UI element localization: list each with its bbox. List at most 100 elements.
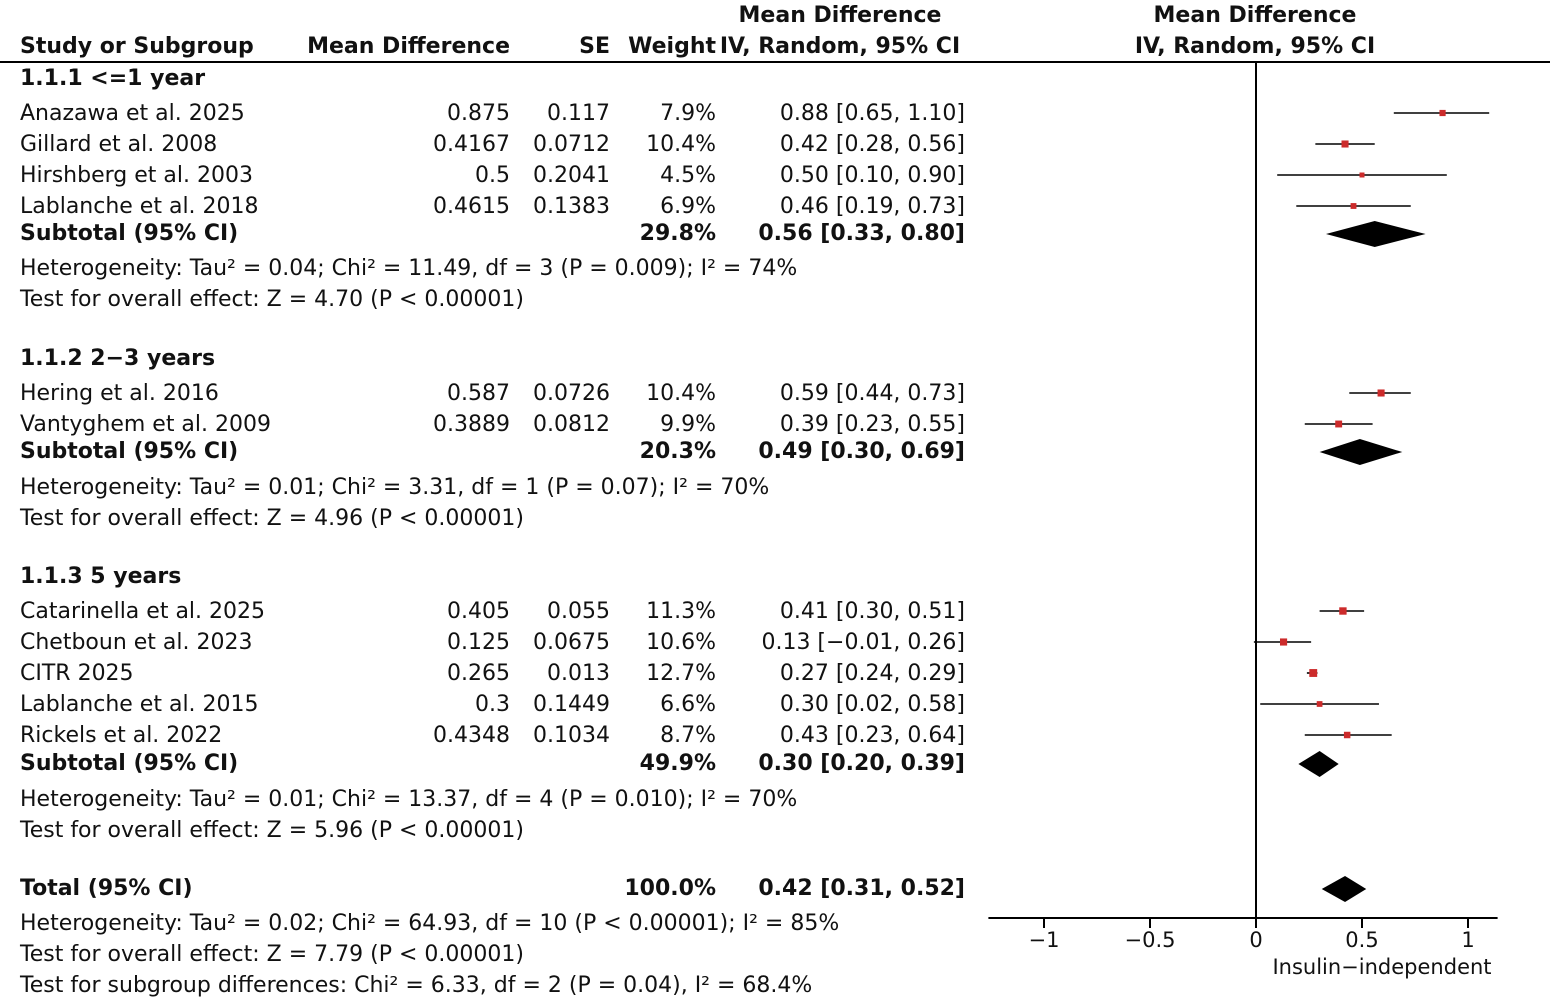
subtotal-ci: 0.30 [0.20, 0.39] [758, 751, 965, 776]
study-md: 0.875 [447, 101, 510, 126]
subtotal-diamond [1298, 751, 1339, 777]
x-axis-label: Insulin−independent [1272, 955, 1491, 979]
total-ci: 0.42 [0.31, 0.52] [758, 876, 965, 901]
header-weight: Weight [628, 34, 716, 59]
study-md: 0.3889 [433, 412, 510, 437]
study-ci: 0.39 [0.23, 0.55] [779, 412, 965, 437]
effect-marker [1343, 731, 1351, 739]
effect-marker [1309, 669, 1318, 677]
heterogeneity-text: Heterogeneity: Tau² = 0.01; Chi² = 3.31,… [20, 475, 770, 500]
study-ci: 0.41 [0.30, 0.51] [779, 599, 965, 624]
subtotal-ci: 0.56 [0.33, 0.80] [758, 221, 965, 246]
subgroup-differences-text: Test for subgroup differences: Chi² = 6.… [20, 973, 813, 998]
study-weight: 7.9% [660, 101, 716, 126]
effect-marker [1359, 172, 1365, 178]
study-md: 0.4615 [433, 194, 510, 219]
study-weight: 10.4% [646, 381, 716, 406]
study-se: 0.0812 [533, 412, 610, 437]
study-md: 0.587 [447, 381, 510, 406]
effect-marker [1279, 638, 1288, 646]
study-ci: 0.30 [0.02, 0.58] [779, 692, 965, 717]
study-weight: 6.9% [660, 194, 716, 219]
study-name: Lablanche et al. 2018 [20, 194, 259, 219]
study-se: 0.117 [547, 101, 610, 126]
study-name: Gillard et al. 2008 [20, 132, 218, 157]
effect-marker [1316, 701, 1323, 707]
study-name: Anazawa et al. 2025 [20, 101, 245, 126]
x-tick-label: 1 [1461, 928, 1474, 952]
heterogeneity-text: Heterogeneity: Tau² = 0.01; Chi² = 13.37… [20, 787, 798, 812]
study-md: 0.265 [447, 661, 510, 686]
header-study: Study or Subgroup [20, 34, 254, 59]
effect-marker [1377, 389, 1385, 397]
study-ci: 0.59 [0.44, 0.73] [779, 381, 965, 406]
study-name: Lablanche et al. 2015 [20, 692, 259, 717]
study-ci: 0.27 [0.24, 0.29] [779, 661, 965, 686]
total-diamond [1321, 876, 1367, 902]
effect-marker [1341, 140, 1349, 148]
effect-marker [1335, 420, 1343, 428]
subtotal-ci: 0.49 [0.30, 0.69] [758, 439, 965, 464]
subtotal-label: Subtotal (95% CI) [20, 751, 239, 776]
study-se: 0.055 [547, 599, 610, 624]
effect-marker [1439, 109, 1446, 117]
effect-marker [1350, 203, 1357, 209]
study-weight: 11.3% [646, 599, 716, 624]
x-tick-label: −1 [1029, 928, 1060, 952]
plot-header-subtitle: IV, Random, 95% CI [1134, 34, 1376, 59]
total-label: Total (95% CI) [20, 876, 193, 901]
study-name: Chetboun et al. 2023 [20, 630, 253, 655]
study-ci: 0.46 [0.19, 0.73] [779, 194, 965, 219]
study-name: Hirshberg et al. 2003 [20, 163, 253, 188]
study-weight: 10.4% [646, 132, 716, 157]
header-se: SE [579, 34, 610, 59]
subtotal-weight: 29.8% [639, 221, 716, 246]
study-weight: 8.7% [660, 723, 716, 748]
overall-effect-text: Test for overall effect: Z = 4.96 (P < 0… [20, 506, 524, 531]
study-name: Hering et al. 2016 [20, 381, 219, 406]
header-ci-subtitle: IV, Random, 95% CI [719, 34, 961, 59]
study-se: 0.0726 [533, 381, 610, 406]
header-mean-difference: Mean Difference [307, 34, 510, 59]
study-name: Rickels et al. 2022 [20, 723, 223, 748]
study-ci: 0.50 [0.10, 0.90] [779, 163, 965, 188]
x-tick-label: −0.5 [1125, 928, 1176, 952]
group-title: 1.1.2 2−3 years [20, 346, 216, 371]
header-ci-title: Mean Difference [738, 3, 942, 28]
x-tick-label: 0.5 [1345, 928, 1378, 952]
study-md: 0.3 [475, 692, 510, 717]
subtotal-label: Subtotal (95% CI) [20, 439, 239, 464]
heterogeneity-text: Heterogeneity: Tau² = 0.04; Chi² = 11.49… [20, 256, 798, 281]
overall-effect-text: Test for overall effect: Z = 4.70 (P < 0… [20, 287, 524, 312]
total-heterogeneity-text: Heterogeneity: Tau² = 0.02; Chi² = 64.93… [20, 911, 840, 936]
study-se: 0.1383 [533, 194, 610, 219]
study-se: 0.1449 [533, 692, 610, 717]
study-md: 0.4348 [433, 723, 510, 748]
group-title: 1.1.3 5 years [20, 564, 182, 589]
study-se: 0.0712 [533, 132, 610, 157]
study-name: Vantyghem et al. 2009 [20, 412, 272, 437]
study-weight: 12.7% [646, 661, 716, 686]
overall-effect-text: Test for overall effect: Z = 5.96 (P < 0… [20, 818, 524, 843]
study-se: 0.0675 [533, 630, 610, 655]
x-tick-label: 0 [1249, 928, 1262, 952]
subtotal-weight: 20.3% [639, 439, 716, 464]
study-md: 0.125 [447, 630, 510, 655]
study-ci: 0.13 [−0.01, 0.26] [761, 630, 965, 655]
total-overall-effect-text: Test for overall effect: Z = 7.79 (P < 0… [20, 942, 524, 967]
subtotal-label: Subtotal (95% CI) [20, 221, 239, 246]
subtotal-diamond [1319, 439, 1403, 465]
study-name: CITR 2025 [20, 661, 134, 686]
study-md: 0.5 [475, 163, 510, 188]
study-name: Catarinella et al. 2025 [20, 599, 266, 624]
study-ci: 0.43 [0.23, 0.64] [779, 723, 965, 748]
study-weight: 4.5% [660, 163, 716, 188]
study-md: 0.4167 [433, 132, 510, 157]
study-weight: 9.9% [660, 412, 716, 437]
study-md: 0.405 [447, 599, 510, 624]
study-se: 0.2041 [533, 163, 610, 188]
study-weight: 6.6% [660, 692, 716, 717]
group-title: 1.1.1 <=1 year [20, 66, 206, 91]
